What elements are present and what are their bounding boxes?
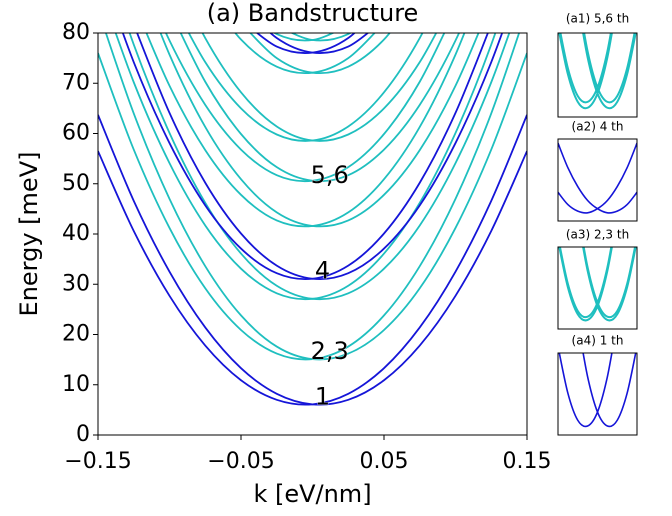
y-tick-label: 50 [62, 171, 90, 196]
band-curve [558, 142, 637, 214]
x-axis-label: k [eV/nm] [253, 480, 371, 508]
band-annotation: 2,3 [311, 337, 349, 365]
plot-area [558, 142, 637, 214]
band-curve [255, 33, 356, 54]
y-tick-label: 30 [62, 271, 90, 296]
band-curve [558, 353, 613, 428]
band-curve [114, 33, 497, 301]
x-tick-label: 0.15 [503, 449, 552, 474]
band-curve [187, 33, 424, 142]
band-curve [249, 33, 391, 75]
y-tick-label: 60 [62, 121, 90, 146]
y-tick-label: 10 [62, 372, 90, 397]
band-annotation: 5,6 [311, 161, 349, 189]
chart-title: (a4) 1 th [572, 334, 624, 348]
chart-title: (a3) 2,3 th [566, 228, 629, 242]
y-axis-label: Energy [meV] [15, 152, 43, 317]
chart-title: (a2) 4 th [572, 120, 624, 134]
y-tick-label: 40 [62, 221, 90, 246]
band-curve [582, 247, 637, 319]
band-curve [159, 33, 480, 228]
axes-frame [557, 246, 638, 330]
band-curve [582, 353, 637, 428]
y-tick-label: 0 [76, 422, 90, 447]
axes-frame [557, 32, 638, 118]
band-curve [98, 114, 527, 406]
x-tick-label: −0.15 [64, 449, 131, 474]
band-curve [558, 142, 637, 214]
chart-title: (a1) 5,6 th [566, 12, 629, 26]
plot-area [558, 33, 637, 110]
band-curve [582, 33, 637, 110]
band-annotation: 4 [315, 257, 330, 285]
chart-title: (a) Bandstructure [207, 0, 419, 27]
band-curve [145, 33, 466, 228]
axes-frame [557, 138, 638, 222]
band-curve [164, 33, 446, 183]
band-curve [558, 247, 613, 319]
band-curve [583, 33, 636, 104]
y-tick-label: 80 [62, 20, 90, 45]
plot-area [558, 353, 637, 428]
band-curve [234, 33, 376, 75]
band-curve [121, 33, 489, 280]
plot-area [558, 247, 637, 322]
band-curve [558, 33, 613, 110]
band-curve [136, 33, 504, 280]
axes-frame [557, 352, 638, 436]
band-curve [179, 33, 461, 183]
y-tick-label: 20 [62, 322, 90, 347]
x-tick-label: 0.05 [360, 449, 409, 474]
y-tick-label: 70 [62, 70, 90, 95]
x-tick-label: −0.05 [207, 449, 274, 474]
band-annotation: 1 [315, 382, 330, 410]
plot-area [98, 33, 527, 406]
band-curve [559, 33, 612, 104]
axes-frame [97, 32, 528, 436]
band-curve [98, 33, 521, 361]
